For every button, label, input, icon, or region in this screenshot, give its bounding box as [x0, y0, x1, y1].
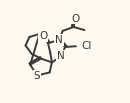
Text: O: O — [71, 13, 79, 23]
Text: Cl: Cl — [82, 41, 92, 51]
Text: N: N — [57, 51, 65, 61]
Text: S: S — [34, 71, 40, 81]
Text: N: N — [55, 35, 63, 45]
Text: O: O — [39, 31, 47, 41]
